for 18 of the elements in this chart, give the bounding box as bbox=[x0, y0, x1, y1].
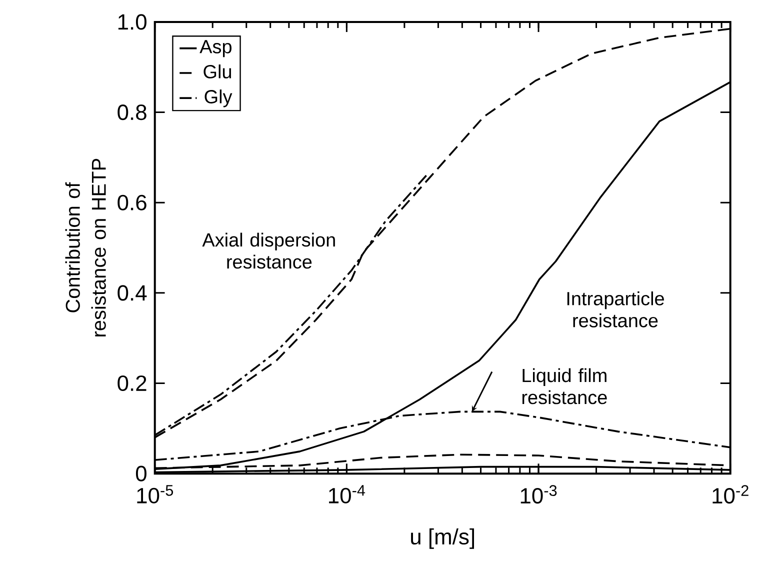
x-tick-label: 10$^{-2}$ bbox=[712, 484, 748, 504]
x-axis-title: u [m/s] bbox=[411, 528, 474, 549]
legend-label: Glu bbox=[204, 64, 232, 78]
legend-label: Asp bbox=[200, 40, 232, 57]
annotation: Axial dispersion resistance bbox=[202, 232, 335, 268]
x-tick-label: 10$^{-4}$ bbox=[329, 484, 366, 504]
x-tick-label: 10$^{-3}$ bbox=[520, 484, 557, 504]
y-tick-label: 0.8 bbox=[118, 104, 146, 120]
annotation: Liquid film resistance bbox=[522, 368, 607, 404]
y-tick-label: 0 bbox=[136, 466, 146, 482]
x-tick-label: 10$^{-5}$ bbox=[137, 484, 174, 504]
y-tick-label: 0.2 bbox=[118, 375, 146, 391]
y-tick-label: 0.4 bbox=[118, 284, 147, 300]
annotation: Intraparticle resistance bbox=[567, 291, 664, 328]
y-tick-label: 1.0 bbox=[118, 14, 146, 30]
y-tick-label: 0.6 bbox=[118, 194, 146, 210]
legend-label: Gly bbox=[204, 89, 232, 107]
y-axis-title: Contribution of resistance on HETP bbox=[65, 158, 106, 336]
